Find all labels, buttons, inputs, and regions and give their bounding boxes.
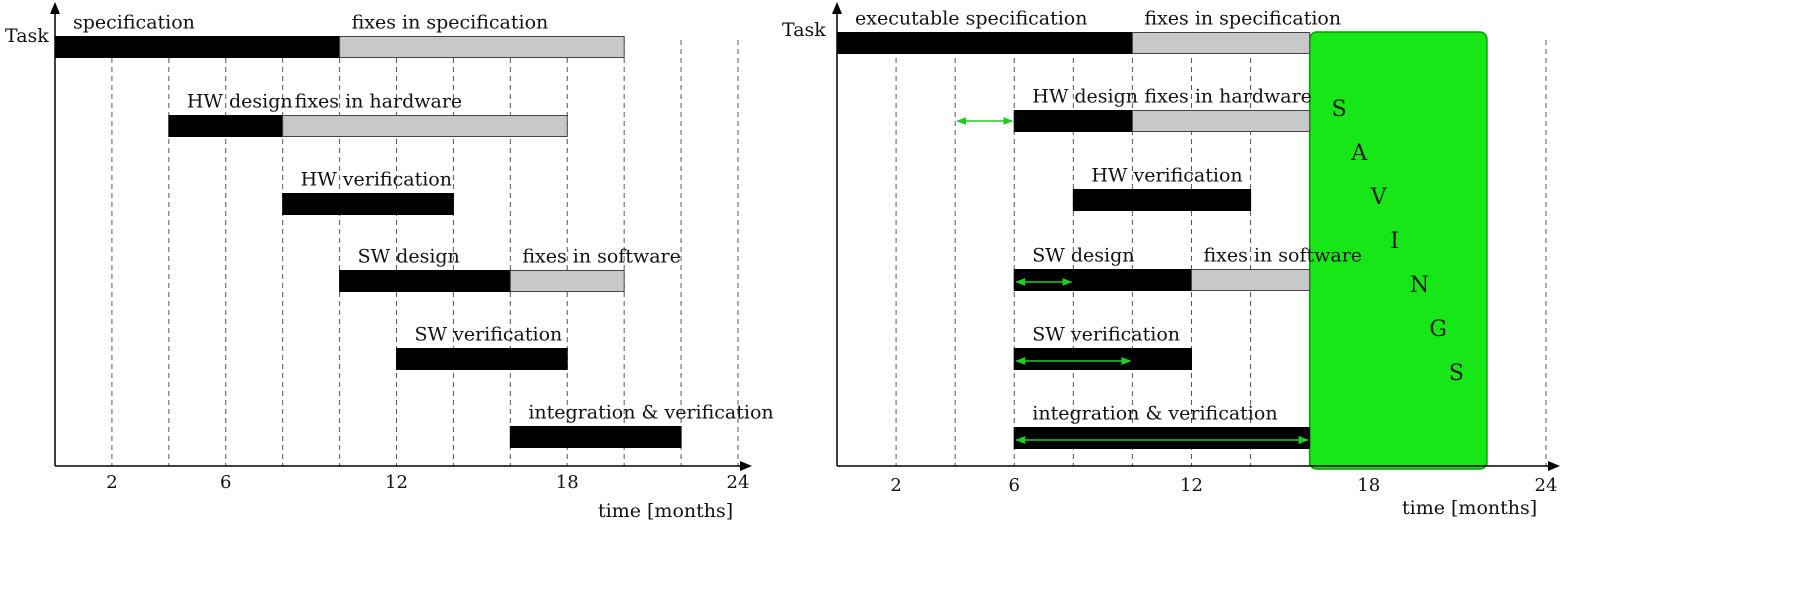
- savings-letter: I: [1390, 229, 1399, 254]
- y-axis-label: Task: [5, 25, 49, 47]
- task-label: fixes in specification: [352, 12, 549, 34]
- task-label: SW verification: [1032, 324, 1180, 346]
- task-label: fixes in hardware: [1144, 86, 1312, 108]
- task-label: SW design: [358, 246, 460, 268]
- task-bar: [1072, 189, 1252, 211]
- task-label: executable specification: [855, 8, 1087, 30]
- savings-letter: G: [1429, 317, 1447, 342]
- task-label: fixes in hardware: [295, 91, 463, 113]
- x-tick-label: 2: [890, 475, 901, 496]
- x-tick-label: 18: [1357, 475, 1380, 496]
- x-axis-label: time [months]: [1402, 497, 1537, 519]
- task-bar: [1013, 269, 1192, 291]
- fixes-bar: [339, 36, 625, 58]
- task-label: fixes in software: [522, 246, 681, 268]
- task-bar: [339, 270, 511, 292]
- x-tick-label: 12: [1180, 475, 1203, 496]
- task-label: HW verification: [301, 169, 452, 191]
- task-bar: [1013, 110, 1133, 132]
- x-tick-label: 18: [556, 472, 579, 493]
- task-label: HW design: [187, 91, 293, 113]
- task-label: fixes in specification: [1144, 8, 1341, 30]
- task-label: SW verification: [415, 324, 563, 346]
- savings-letter: V: [1370, 185, 1388, 210]
- savings-region: [1308, 31, 1488, 470]
- task-label: fixes in software: [1204, 245, 1363, 267]
- task-label: SW design: [1032, 245, 1134, 267]
- fixes-bar: [1131, 32, 1311, 54]
- savings-letter: N: [1410, 273, 1429, 298]
- task-label: integration & verification: [1032, 403, 1277, 425]
- x-axis-label: time [months]: [598, 500, 733, 522]
- task-bar: [168, 115, 284, 137]
- savings-letter: S: [1449, 361, 1464, 386]
- savings-letter: A: [1350, 141, 1368, 166]
- x-tick-label: 24: [1535, 475, 1558, 496]
- task-label: HW verification: [1091, 165, 1242, 187]
- y-axis-label: Task: [782, 19, 826, 41]
- task-bar: [282, 193, 454, 215]
- task-bar: [509, 426, 682, 448]
- task-label: integration & verification: [528, 402, 773, 424]
- task-label: HW design: [1032, 86, 1138, 108]
- fixes-bar: [1191, 269, 1311, 291]
- task-label: specification: [73, 12, 195, 34]
- savings-letter: S: [1332, 97, 1347, 122]
- fixes-bar: [1131, 110, 1311, 132]
- x-tick-label: 24: [727, 472, 750, 493]
- task-bar: [836, 32, 1133, 54]
- fixes-bar: [282, 115, 568, 137]
- x-tick-label: 6: [220, 472, 231, 493]
- x-tick-label: 2: [106, 472, 117, 493]
- task-bar: [1013, 427, 1311, 449]
- task-bar: [54, 36, 341, 58]
- x-tick-label: 6: [1009, 475, 1020, 496]
- task-bar: [1013, 348, 1192, 370]
- task-bar: [396, 348, 568, 370]
- x-tick-label: 12: [385, 472, 408, 493]
- gantt-chart-original-schedule: specification fixes in specification HW de…: [5, 2, 774, 522]
- fixes-bar: [509, 270, 625, 292]
